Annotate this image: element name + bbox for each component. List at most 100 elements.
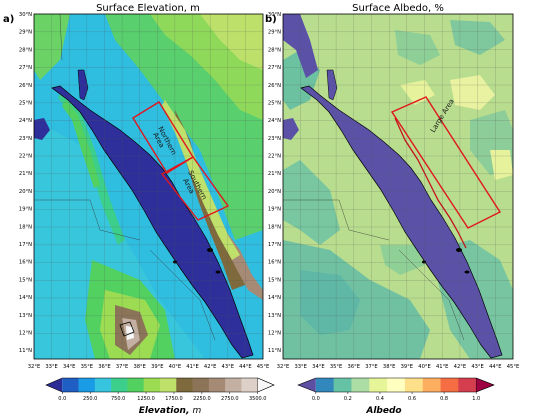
y-tick-label: 27°N — [19, 65, 32, 71]
y-tick-label: 23°N — [19, 136, 32, 142]
x-tick-label: 39°E — [401, 364, 413, 370]
x-tick-label: 36°E — [98, 364, 110, 370]
x-tick-label: 40°E — [418, 364, 430, 370]
colorbar-segment — [192, 378, 210, 392]
panel-b-label: b) — [265, 14, 277, 25]
x-tick-label: 38°E — [383, 364, 395, 370]
y-tick-label: 27°N — [268, 65, 281, 71]
y-tick-label: 25°N — [268, 100, 281, 106]
albedo-colorbar: 0.0 0.2 0.4 0.6 0.8 1.0 — [297, 377, 495, 402]
colorbar-segment — [111, 378, 128, 392]
y-tick-label: 15°N — [268, 277, 281, 283]
x-tick-label: 35°E — [330, 364, 342, 370]
colorbar-segment — [333, 378, 352, 392]
colorbar-segment — [225, 378, 242, 392]
y-tick-label: 29°N — [19, 30, 32, 36]
y-tick-label: 24°N — [19, 118, 32, 124]
y-tick-label: 26°N — [19, 83, 32, 89]
colorbar-segment — [160, 378, 177, 392]
colorbar-segment — [208, 378, 226, 392]
y-tick-label: 25°N — [19, 100, 32, 106]
panel-b: b) Surface Albedo, % — [265, 3, 519, 370]
albedo-colorbar-label: Albedo — [365, 406, 401, 416]
colorbar-segment — [422, 378, 441, 392]
x-tick-label: 45°E — [257, 364, 269, 370]
red-sea — [51, 85, 254, 359]
grid-lines-a — [34, 14, 263, 359]
x-tick-label: 42°E — [204, 364, 216, 370]
x-tick-label: 39°E — [151, 364, 163, 370]
colorbar-segment — [440, 378, 459, 392]
y-tick-label: 11°N — [19, 348, 32, 354]
colorbar-tick-label: 0.2 — [344, 396, 352, 402]
y-tick-label: 26°N — [268, 83, 281, 89]
x-tick-label: 37°E — [116, 364, 128, 370]
colorbar-segment — [127, 378, 145, 392]
colorbar-segment — [351, 378, 370, 392]
colorbar-segment — [369, 378, 388, 392]
panel-a-axes: 32°E 33°E 34°E 35°E 36°E 37°E 38°E 39°E 40°E 41°E… — [19, 12, 269, 370]
colorbar-tick-label: 0.6 — [408, 396, 416, 402]
colorbar-segment — [387, 378, 406, 392]
colorbar-segment — [404, 378, 424, 392]
red-sea-b — [300, 85, 503, 359]
colorbar-tick-label: 0.4 — [376, 396, 384, 402]
colorbar-tick-label: 250.0 — [83, 396, 97, 402]
colorbar-segment — [143, 378, 161, 392]
y-tick-label: 30°N — [19, 12, 32, 18]
y-tick-label: 18°N — [19, 224, 32, 230]
panel-b-frame — [282, 13, 514, 360]
colorbar-tick-label: 1750.0 — [165, 396, 183, 402]
x-tick-label: 45°E — [507, 364, 519, 370]
y-tick-label: 16°N — [268, 260, 281, 266]
elevation-colorbar: 0.0 250.0 750.0 1250.0 1750.0 2250.0 2750.0 350… — [45, 377, 275, 402]
colorbar-tick-label: 2250.0 — [193, 396, 211, 402]
y-tick-label: 15°N — [19, 277, 32, 283]
y-tick-label: 13°N — [268, 313, 281, 319]
x-tick-label: 41°E — [436, 364, 448, 370]
colorbar-segment — [62, 378, 79, 392]
x-tick-label: 41°E — [186, 364, 198, 370]
x-tick-label: 33°E — [45, 364, 57, 370]
y-tick-label: 24°N — [268, 118, 281, 124]
y-tick-label: 17°N — [19, 242, 32, 248]
y-tick-label: 16°N — [19, 260, 32, 266]
colorbar-segment — [475, 377, 495, 393]
colorbar-segment — [78, 378, 96, 392]
large-area-box — [390, 96, 502, 229]
panel-a-title: Surface Elevation, m — [96, 3, 200, 14]
y-tick-label: 17°N — [268, 242, 281, 248]
x-tick-label: 34°E — [312, 364, 324, 370]
colorbar-tick-label: 0.8 — [440, 396, 448, 402]
southern-area-box — [160, 156, 230, 221]
elevation-map — [34, 14, 263, 359]
x-tick-label: 34°E — [63, 364, 75, 370]
y-tick-label: 19°N — [19, 207, 32, 213]
colorbar-tick-label: 1250.0 — [137, 396, 155, 402]
panel-b-axes: 32°E 33°E 34°E 35°E 36°E 37°E 38°E 39°E 40°E 41°E… — [268, 12, 519, 370]
panel-a-label: a) — [3, 14, 14, 25]
colorbar-segment — [241, 378, 259, 392]
panel-b-title: Surface Albedo, % — [352, 3, 444, 14]
y-tick-label: 13°N — [19, 313, 32, 319]
colorbar-tick-label: 3500.0 — [249, 396, 267, 402]
colorbar-tick-label: 2750.0 — [221, 396, 239, 402]
colorbar-tick-label: 1.0 — [472, 396, 480, 402]
x-tick-label: 44°E — [239, 364, 251, 370]
colorbar-segment — [94, 378, 112, 392]
y-tick-label: 30°N — [268, 12, 281, 18]
y-tick-label: 18°N — [268, 224, 281, 230]
x-tick-label: 33°E — [294, 364, 306, 370]
x-tick-label: 35°E — [81, 364, 93, 370]
colorbar-tick-label: 750.0 — [111, 396, 125, 402]
x-tick-label: 43°E — [471, 364, 483, 370]
x-tick-label: 32°E — [277, 364, 289, 370]
y-tick-label: 23°N — [268, 136, 281, 142]
y-tick-label: 11°N — [268, 348, 281, 354]
x-tick-label: 44°E — [489, 364, 501, 370]
x-tick-label: 43°E — [222, 364, 234, 370]
elevation-colorbar-label: Elevation, m — [139, 406, 202, 416]
y-tick-label: 12°N — [268, 330, 281, 336]
y-tick-label: 20°N — [268, 189, 281, 195]
